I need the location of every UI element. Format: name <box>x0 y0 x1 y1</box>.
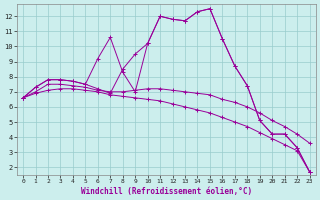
X-axis label: Windchill (Refroidissement éolien,°C): Windchill (Refroidissement éolien,°C) <box>81 187 252 196</box>
